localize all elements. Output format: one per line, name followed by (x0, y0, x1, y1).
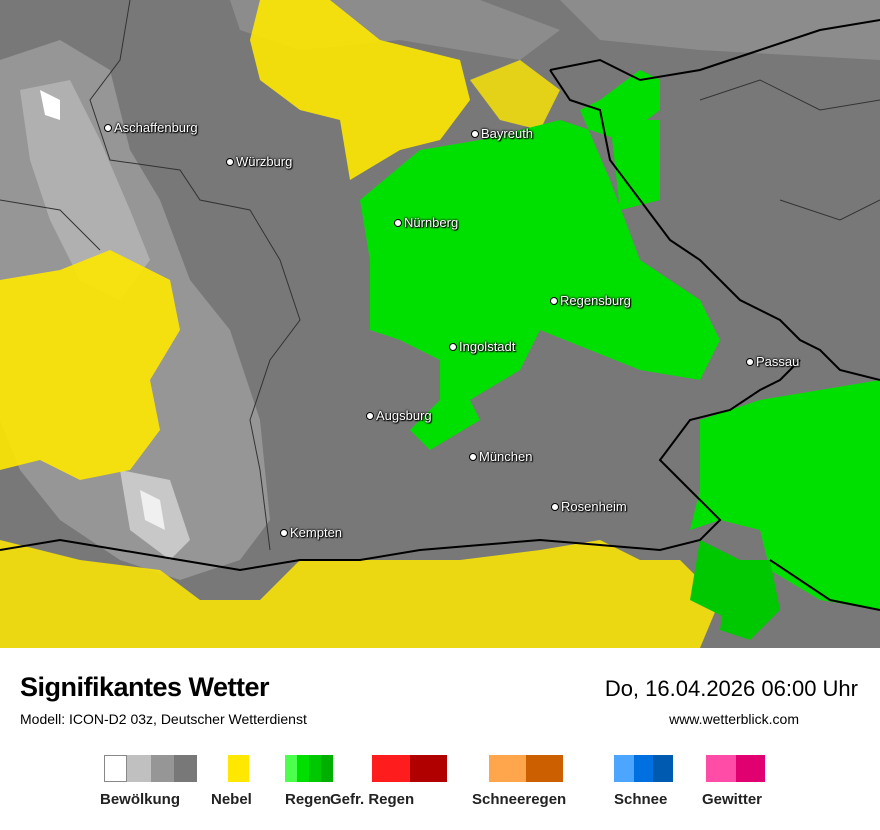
fog-areas (0, 0, 880, 648)
legend-swatch (372, 755, 410, 782)
legend-swatch (735, 755, 765, 782)
legend-swatch (653, 755, 673, 782)
legend-label: Schnee (614, 791, 668, 808)
legend-swatch (614, 755, 634, 782)
city-dot-icon (366, 411, 374, 420)
legend-label: Gefr. Regen (330, 791, 415, 808)
city-dot-icon (551, 502, 559, 511)
city-dot-icon (471, 129, 479, 138)
legend-swatch (173, 755, 197, 782)
legend-swatch (150, 755, 174, 782)
city-dot-icon (280, 528, 288, 537)
legend-swatch (409, 755, 447, 782)
city-label-aschaffenburg: Aschaffenburg (104, 121, 198, 135)
city-dot-icon (746, 357, 754, 366)
city-dot-icon (394, 218, 402, 227)
state-borders (0, 0, 880, 551)
legend-swatch (104, 755, 128, 782)
legend-swatch (706, 755, 736, 782)
city-dot-icon (449, 342, 457, 351)
city-label-bayreuth: Bayreuth (471, 127, 533, 141)
city-label-ingolstadt: Ingolstadt (449, 340, 515, 354)
city-label-augsburg: Augsburg (366, 409, 432, 423)
city-dot-icon (104, 123, 112, 132)
legend-swatch (285, 755, 297, 782)
city-dot-icon (550, 296, 558, 305)
weather-map: Aschaffenburg Würzburg Bayreuth Nürnberg… (0, 0, 880, 648)
legend-swatch (309, 755, 321, 782)
city-label-rosenheim: Rosenheim (551, 500, 627, 514)
weather-layer (0, 0, 880, 648)
city-dot-icon (469, 452, 477, 461)
legend-swatch (489, 755, 526, 782)
legend-label: Gewitter (702, 791, 763, 808)
legend-label: Nebel (211, 791, 252, 808)
map-title: Signifikantes Wetter (20, 672, 270, 702)
city-label-nuernberg: Nürnberg (394, 216, 458, 230)
legend-swatch (526, 755, 563, 782)
legend-swatch (228, 755, 249, 782)
city-label-wuerzburg: Würzburg (226, 155, 292, 169)
forecast-datetime: Do, 16.04.2026 06:00 Uhr (604, 676, 858, 701)
rain-areas (360, 70, 880, 640)
country-borders (0, 19, 880, 611)
city-dot-icon (226, 157, 234, 166)
city-label-regensburg: Regensburg (550, 294, 631, 308)
legend-label: Schneeregen (472, 791, 567, 808)
legend-label: Bewölkung (100, 791, 181, 808)
legend-swatch (633, 755, 654, 782)
website-label: www.wetterblick.com (669, 711, 799, 727)
city-label-muenchen: München (469, 450, 532, 464)
city-label-passau: Passau (746, 355, 799, 369)
city-label-kempten: Kempten (280, 526, 342, 540)
legend-swatch (297, 755, 309, 782)
legend-label: Regen (285, 791, 331, 808)
legend-swatch (321, 755, 333, 782)
legend-swatch (127, 755, 151, 782)
model-info: Modell: ICON-D2 03z, Deutscher Wetterdie… (20, 711, 307, 727)
